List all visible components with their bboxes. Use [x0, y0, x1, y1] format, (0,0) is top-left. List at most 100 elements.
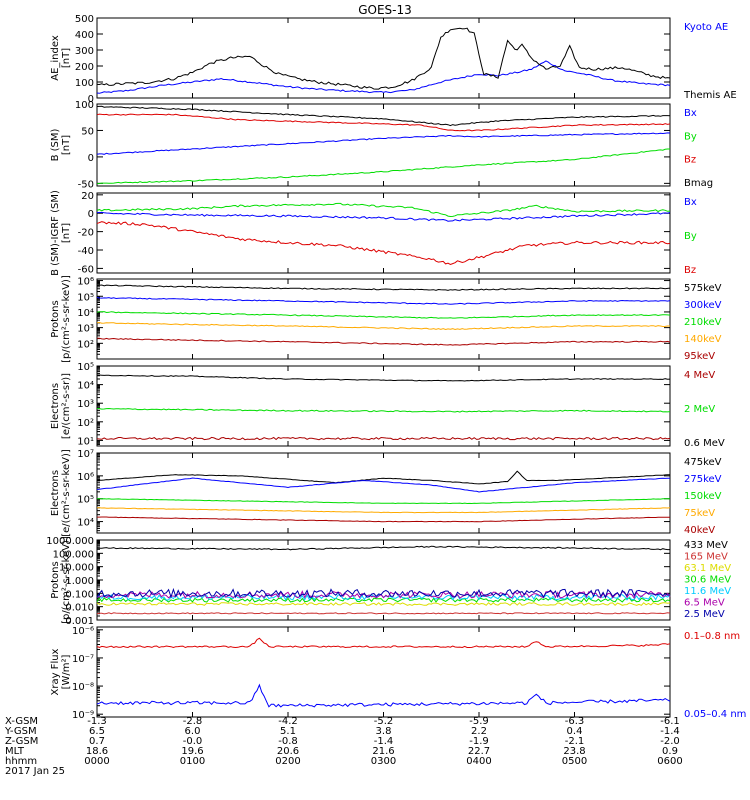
- y-axis-label: B (SM): [50, 128, 61, 161]
- series-line-Bx: [96, 211, 671, 222]
- y-tick-label: 0.001: [65, 616, 94, 627]
- x-row-value: 0.4: [567, 726, 583, 737]
- panel-3: -60 -40 -20 0 20 B (SM)-IGRF (SM) [nT] Bx By Bz: [50, 190, 697, 276]
- series-line-433 MeV: [96, 545, 670, 551]
- legend-label: 165 MeV: [684, 552, 728, 563]
- y-axis-label: Protons: [50, 561, 61, 598]
- legend-label: 275keV: [684, 474, 722, 485]
- y-tick-label: 200: [75, 62, 94, 73]
- legend-label: Bx: [684, 197, 697, 208]
- y-tick-label: 1000.000: [46, 536, 94, 547]
- y-tick-label: 10⁻⁶: [72, 626, 94, 637]
- y-axis-label: [e/(cm²-s-sr)]: [61, 373, 72, 439]
- x-row-value: -2.8: [183, 716, 203, 727]
- legend-label: 210keV: [684, 317, 722, 328]
- panel-8: 10⁻⁹ 10⁻⁸ 10⁻⁷ 10⁻⁶ Xray Flux [W/m²] 0.1–0.8 n…: [50, 626, 746, 721]
- x-row-value: 3.8: [376, 726, 392, 737]
- panel-4: 10² 10³ 10⁴ 10⁵ 10⁶ Protons [p/(cm²-s-sr-keV)]…: [50, 275, 722, 363]
- y-tick-label: 0: [88, 153, 94, 164]
- y-tick-label: 10⁻⁹: [72, 710, 94, 721]
- y-tick-label: 10.000: [59, 563, 94, 574]
- y-tick-label: 10⁻⁸: [72, 682, 94, 693]
- legend-label: 30.6 MeV: [684, 575, 731, 586]
- series-line-Bz: [96, 113, 671, 132]
- y-tick-label: 50: [81, 126, 94, 137]
- series-line-Themis AE: [96, 27, 671, 90]
- y-tick-label: 100: [75, 100, 94, 111]
- legend-label: 2 MeV: [684, 404, 715, 415]
- x-row-value: 0000: [84, 756, 109, 767]
- series-line-0.1–0.8 nm: [96, 637, 671, 649]
- x-row-label: X-GSM: [5, 716, 38, 727]
- x-row-label: MLT: [5, 746, 25, 757]
- series-line-150keV: [96, 498, 671, 505]
- y-tick-label: 10⁶: [77, 277, 94, 288]
- y-axis-label: AE_index: [50, 35, 61, 81]
- panel-5: 10¹ 10² 10³ 10⁴ 10⁵ Electrons [e/(cm²-s-sr)] 4 …: [50, 362, 725, 449]
- legend-label: Bz: [684, 155, 696, 166]
- series-line-140keV: [96, 321, 670, 331]
- legend-label: 2.5 MeV: [684, 609, 725, 620]
- y-axis-label: [p/(cm²-s-sr-keV)]: [61, 275, 72, 363]
- series-line-Kyoto AE: [96, 60, 671, 94]
- series-line-0.6 MeV: [97, 374, 671, 382]
- series-line-Bx: [96, 132, 671, 155]
- x-row-value: 0500: [562, 756, 587, 767]
- x-row-value: -6.3: [565, 716, 585, 727]
- y-tick-label: 10⁵: [77, 292, 94, 303]
- y-tick-label: 500: [75, 14, 94, 25]
- legend-label: 140keV: [684, 334, 722, 345]
- y-tick-label: 300: [75, 46, 94, 57]
- series-line-30.6 MeV: [96, 597, 671, 603]
- y-tick-label: -40: [78, 246, 94, 257]
- y-axis-label: [e/(cm²-s-sr-keV)]: [61, 449, 72, 537]
- series-line-Bmag: [96, 105, 671, 127]
- y-tick-label: 100: [75, 78, 94, 89]
- legend-label: 0.6 MeV: [684, 438, 725, 449]
- y-tick-label: 10⁶: [77, 472, 94, 483]
- x-row-value: 19.6: [181, 746, 203, 757]
- y-axis-label: B (SM)-IGRF (SM): [50, 190, 61, 276]
- y-axis-label: Electrons: [50, 383, 61, 429]
- legend-label: 0.1–0.8 nm: [684, 631, 740, 642]
- y-tick-label: 10⁵: [77, 362, 94, 373]
- x-row-value: -0.0: [183, 736, 203, 747]
- y-tick-label: 0.010: [65, 603, 94, 614]
- legend-label: Bx: [684, 108, 697, 119]
- panel-frame: [96, 365, 671, 447]
- x-row-value: 20.6: [277, 746, 299, 757]
- panel-frame: [96, 17, 671, 99]
- panel-1: 0 100 200 300 400 500 AE_index [nT] Kyoto AE Them…: [50, 14, 737, 105]
- y-tick-label: 100.000: [53, 549, 94, 560]
- y-tick-label: 10³: [77, 324, 94, 335]
- series-line-2.5 MeV: [96, 587, 671, 599]
- x-row-value: 6.5: [89, 726, 105, 737]
- x-row-value: 23.8: [563, 746, 585, 757]
- x-row-value: -1.4: [660, 726, 680, 737]
- y-tick-label: 20: [81, 191, 94, 202]
- y-tick-label: -20: [78, 228, 94, 239]
- series-line-95keV: [96, 337, 671, 346]
- y-tick-label: 10²: [77, 418, 94, 429]
- x-row-value: -5.9: [469, 716, 489, 727]
- x-row-value: 6.0: [185, 726, 201, 737]
- y-axis-label: Protons: [50, 300, 61, 337]
- series-line-165 MeV: [96, 612, 671, 615]
- panel-frame: [96, 452, 671, 534]
- legend-label: 300keV: [684, 300, 722, 311]
- x-row-label: Y-GSM: [4, 726, 37, 737]
- panel-7: 0.001 0.010 0.100 1.000 10.000 100.000 1000.00…: [46, 536, 731, 627]
- y-tick-label: 0: [88, 209, 94, 220]
- x-axis-annotation: X-GSM -1.3 -2.8 -4.2 -5.2 -5.9 -6.3 -6.1 Y-GSM 6.…: [4, 716, 683, 777]
- y-tick-label: -60: [78, 264, 94, 275]
- panel-frame: [96, 103, 671, 187]
- y-tick-label: 10⁵: [77, 495, 94, 506]
- legend-label: 75keV: [684, 508, 715, 519]
- series-line-300keV: [96, 296, 671, 305]
- y-axis-label: [W/m²]: [61, 654, 72, 689]
- x-row-label: hhmm: [5, 756, 37, 767]
- series-line-2 MeV: [96, 407, 671, 413]
- y-axis-label: [nT]: [61, 135, 72, 155]
